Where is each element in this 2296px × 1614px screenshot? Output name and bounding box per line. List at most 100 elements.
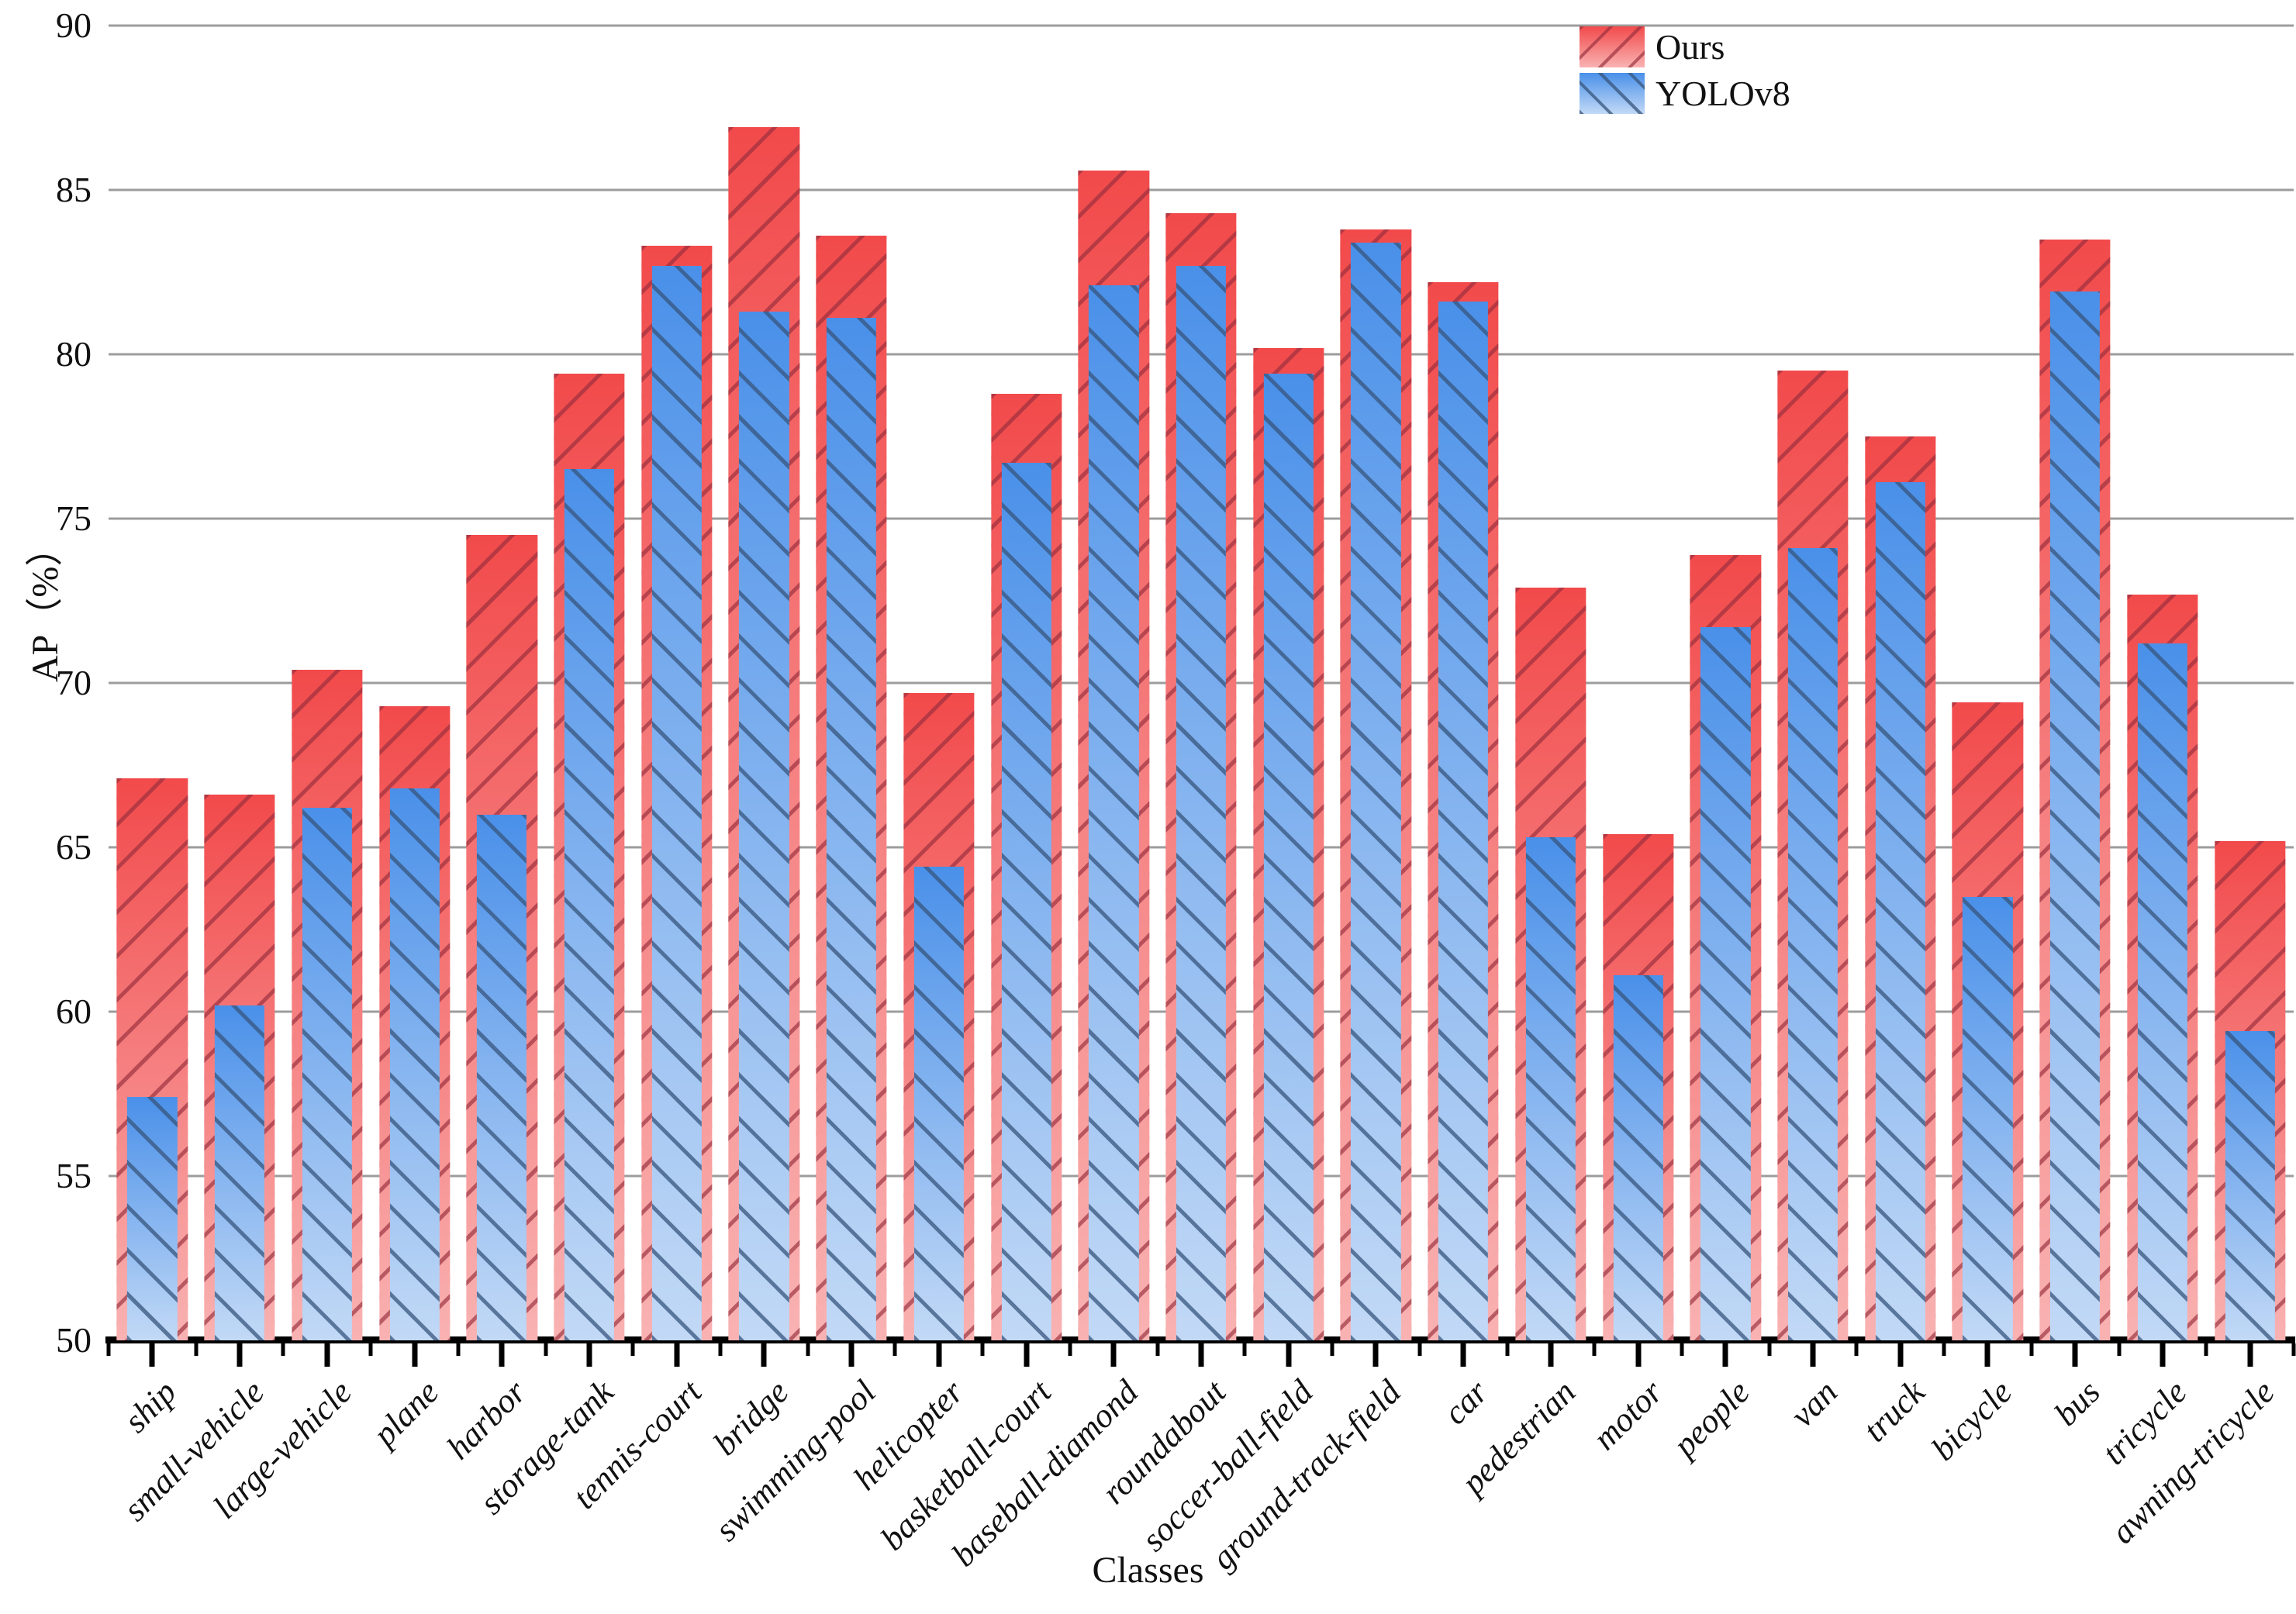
x-axis-minor-tick	[2291, 1343, 2296, 1356]
bar-yolov8	[1700, 626, 1751, 1340]
legend-label-yolov8: YOLOv8	[1656, 73, 1790, 113]
plot-area: 50 55 60 65 70 75 80 85 90 ship small-vehicle large…	[56, 8, 2296, 1577]
bar-group	[1769, 26, 1857, 1340]
bar-yolov8	[1089, 285, 1139, 1340]
x-axis-minor-tick	[1155, 1343, 1160, 1356]
y-tick-label: 90	[56, 5, 91, 45]
bar-group	[2119, 26, 2207, 1340]
bar-group	[2032, 26, 2119, 1340]
x-axis-minor-tick	[1242, 1343, 1247, 1356]
x-axis-minor-tick	[281, 1343, 285, 1356]
bar-yolov8	[1176, 265, 1227, 1340]
x-axis-minor-tick	[718, 1343, 723, 1356]
bar-group	[1245, 26, 1332, 1340]
bar-yolov8	[214, 1005, 265, 1340]
bar-yolov8	[1613, 975, 1663, 1340]
bar-group	[1856, 26, 1944, 1340]
x-axis-major-tick	[2247, 1343, 2253, 1367]
legend-swatch-ours	[1580, 26, 1645, 67]
bar-yolov8	[2050, 291, 2101, 1340]
x-axis-major-tick	[1110, 1343, 1117, 1367]
bar-group	[546, 26, 634, 1340]
y-tick-label: 55	[56, 1156, 91, 1195]
x-axis-major-tick	[1897, 1343, 1904, 1367]
bar-yolov8	[913, 867, 964, 1340]
x-axis-minor-tick	[1068, 1343, 1072, 1356]
x-axis-minor-tick	[893, 1343, 897, 1356]
x-axis-title: Classes	[1092, 1550, 1204, 1591]
bar-group	[1944, 26, 2032, 1340]
bar-group	[1507, 26, 1595, 1340]
bar-yolov8	[826, 318, 877, 1340]
bar-yolov8	[1525, 837, 1576, 1340]
x-axis-major-tick	[848, 1343, 855, 1367]
bar-group	[1420, 26, 1507, 1340]
bar-yolov8	[739, 311, 789, 1340]
legend: Ours YOLOv8	[1580, 26, 1790, 114]
x-axis-minor-tick	[1417, 1343, 1422, 1356]
x-axis-major-tick	[2160, 1343, 2166, 1367]
bar-yolov8	[1787, 548, 1839, 1340]
x-axis-minor-tick	[1680, 1343, 1684, 1356]
x-axis-major-tick	[1984, 1343, 1990, 1367]
x-axis-major-tick	[1024, 1343, 1030, 1367]
x-axis-minor-tick	[1942, 1343, 1946, 1356]
x-axis-major-tick	[586, 1343, 592, 1367]
bar-group	[1332, 26, 1420, 1340]
x-tick-label: plane	[365, 1372, 447, 1454]
bar-yolov8	[2225, 1031, 2275, 1340]
bar-group	[2206, 26, 2294, 1340]
bar-yolov8	[1963, 896, 2013, 1340]
bar-yolov8	[302, 808, 352, 1340]
bar-yolov8	[127, 1097, 178, 1340]
x-axis-minor-tick	[806, 1343, 810, 1356]
bar-group	[895, 26, 982, 1340]
x-axis-minor-tick	[106, 1343, 111, 1356]
bar-yolov8	[1001, 462, 1051, 1340]
y-tick-label: 75	[56, 498, 91, 538]
bar-yolov8	[477, 814, 527, 1340]
x-axis-minor-tick	[544, 1343, 548, 1356]
bar-group	[458, 26, 546, 1340]
y-tick-label: 50	[56, 1320, 91, 1360]
bar-yolov8	[2137, 643, 2188, 1340]
x-axis-major-tick	[499, 1343, 505, 1367]
x-axis-minor-tick	[1592, 1343, 1597, 1356]
bar-group	[1070, 26, 1158, 1340]
x-axis-minor-tick	[1767, 1343, 1772, 1356]
x-axis-major-tick	[149, 1343, 155, 1367]
y-axis-title: AP（%）	[25, 529, 66, 682]
x-axis-major-tick	[1548, 1343, 1554, 1367]
x-axis-minor-tick	[1854, 1343, 1859, 1356]
bar-yolov8	[564, 469, 615, 1340]
bar-group	[720, 26, 808, 1340]
x-axis-major-tick	[674, 1343, 680, 1367]
bar-group	[1158, 26, 1245, 1340]
x-axis-major-tick	[2072, 1343, 2078, 1367]
bar-group	[808, 26, 896, 1340]
x-axis-major-tick	[1286, 1343, 1292, 1367]
legend-swatch-yolov8	[1580, 73, 1645, 114]
x-axis-major-tick	[1198, 1343, 1204, 1367]
legend-item-yolov8: YOLOv8	[1580, 73, 1790, 114]
x-axis-minor-tick	[2204, 1343, 2208, 1356]
x-axis-minor-tick	[2117, 1343, 2122, 1356]
legend-item-ours: Ours	[1580, 26, 1790, 67]
x-axis-minor-tick	[456, 1343, 461, 1356]
y-tick-label: 60	[56, 992, 91, 1031]
x-axis-major-tick	[1722, 1343, 1728, 1367]
bar-group	[982, 26, 1070, 1340]
x-axis-major-tick	[1460, 1343, 1466, 1367]
x-tick-label: truck	[1856, 1372, 1932, 1450]
gridline	[109, 24, 2294, 27]
x-axis-major-tick	[412, 1343, 418, 1367]
bars-container	[109, 26, 2294, 1340]
x-tick-label: ship	[116, 1372, 185, 1440]
gridline	[109, 188, 2294, 191]
legend-label-ours: Ours	[1656, 26, 1725, 67]
x-axis-minor-tick	[980, 1343, 985, 1356]
x-axis-minor-tick	[194, 1343, 199, 1356]
bar-yolov8	[1351, 242, 1401, 1340]
x-axis-major-tick	[1635, 1343, 1642, 1367]
